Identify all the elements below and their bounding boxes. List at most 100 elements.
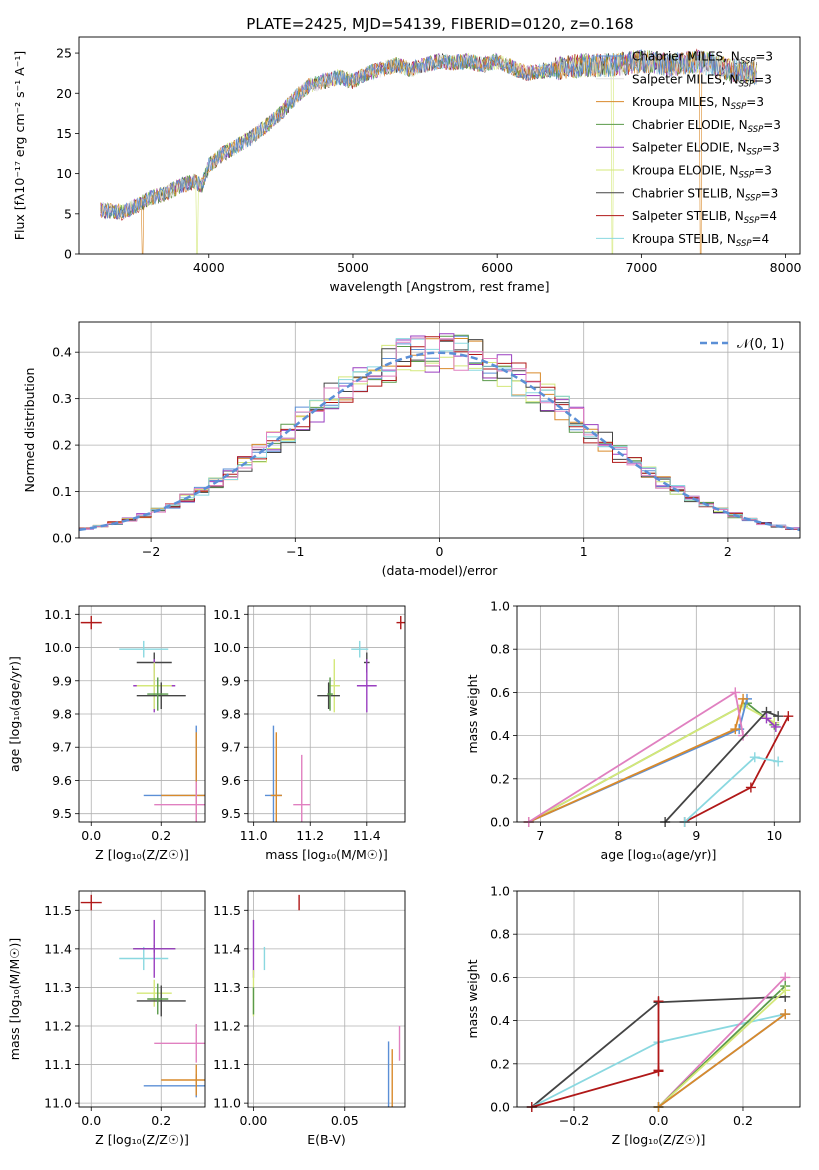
legend-entry: Salpeter STELIB, NSSP=4 [632, 209, 777, 226]
x-tick-label: 11.0 [240, 828, 268, 843]
spectrum-line [100, 51, 757, 221]
legend-subscript: SSP [739, 171, 755, 181]
legend-suffix: =3 [755, 50, 773, 64]
y-tick-label: 11.2 [213, 1019, 241, 1034]
y-tick-label: 9.9 [52, 673, 72, 688]
y-tick-label: 10 [56, 166, 72, 181]
legend-subscript: SSP [736, 239, 752, 249]
x-tick-label: 5000 [337, 260, 369, 275]
x-tick-label: 0.0 [81, 828, 101, 843]
y-tick-label: 0.1 [52, 484, 72, 499]
legend-suffix: =3 [762, 141, 780, 155]
y-axis-label: mass weight [465, 959, 480, 1038]
y-axis-label: Normed distribution [22, 368, 37, 493]
y-tick-label: 11.3 [213, 980, 241, 995]
legend-entry: Chabrier MILES, NSSP=3 [632, 50, 773, 67]
y-tick-label: 0.2 [52, 438, 72, 453]
axes-frame [78, 36, 801, 255]
x-tick-label: 11.2 [296, 828, 324, 843]
point-marker [783, 711, 794, 722]
x-tick-label: 0.2 [151, 828, 171, 843]
axes-frame [247, 605, 406, 823]
legend-text: Salpeter ELODIE, N [632, 141, 746, 155]
y-axis-label: mass [log₁₀(M/M☉)] [7, 938, 22, 1060]
y-axis-label: mass weight [465, 674, 480, 753]
y-tick-label: 0.0 [490, 1100, 510, 1115]
legend-suffix: =4 [759, 209, 777, 223]
x-tick-label: 0.2 [151, 1113, 171, 1128]
y-tick-label: 9.6 [221, 773, 241, 788]
y-tick-label: 0.2 [490, 771, 510, 786]
legend-suffix: =3 [754, 164, 772, 178]
y-tick-label: 11.1 [44, 1057, 72, 1072]
point-marker [773, 711, 784, 722]
y-tick-label: 0 [64, 247, 72, 262]
series-line [765, 717, 777, 728]
axes-frame [516, 605, 801, 823]
legend-subscript: SSP [746, 148, 762, 158]
x-tick-label: 9 [692, 828, 700, 843]
x-tick-label: 1 [580, 544, 588, 559]
legend-subscript: SSP [731, 102, 747, 112]
legend-text: Chabrier ELODIE, N [632, 118, 748, 132]
y-tick-label: 11.0 [213, 1096, 241, 1111]
x-tick-label: 0.0 [81, 1113, 101, 1128]
y-tick-label: 11.1 [213, 1057, 241, 1072]
series-line [531, 1070, 659, 1107]
point-marker [770, 721, 781, 732]
x-tick-label: 0.2 [733, 1113, 753, 1128]
y-tick-label: 5 [64, 206, 72, 221]
x-tick-label: −1 [286, 544, 304, 559]
x-axis-label: Z [log₁₀(Z/Z☉)] [95, 847, 189, 862]
legend-entry: 𝒩(0, 1) [737, 337, 784, 352]
y-tick-label: 9.7 [52, 740, 72, 755]
spectrum-panel: 4000 5000 6000 7000 8000 0 5 10 15 20 25 wavelength… [12, 36, 802, 294]
mass-vs-extinction-panel: 0.00 0.05 11.0 11.1 11.2 11.3 11.4 11.5 E(B-V) [213, 890, 406, 1147]
point-marker [738, 730, 749, 741]
legend-suffix: =3 [746, 95, 764, 109]
point-marker [653, 996, 664, 1007]
point-marker [749, 752, 760, 763]
point-marker [761, 713, 772, 724]
point-marker [773, 756, 784, 767]
y-tick-label: 11.4 [213, 941, 241, 956]
x-tick-label: 0.00 [240, 1113, 268, 1128]
x-tick-label: −2 [142, 544, 160, 559]
legend-suffix: =3 [761, 186, 779, 200]
y-tick-label: 1.0 [490, 599, 510, 614]
legend-entry: Kroupa MILES, NSSP=3 [632, 95, 764, 112]
legend-text: Kroupa MILES, N [632, 95, 731, 109]
y-tick-label: 9.7 [221, 740, 241, 755]
y-tick-label: 9.9 [221, 673, 241, 688]
x-tick-label: 7 [536, 828, 544, 843]
y-tick-label: 20 [56, 86, 72, 101]
age-vs-mass-panel: 11.0 11.2 11.4 9.5 9.6 9.7 9.8 9.9 10.0 10.1 mass … [213, 605, 406, 862]
x-axis-label: Z [log₁₀(Z/Z☉)] [612, 1132, 706, 1147]
series-line [657, 1013, 786, 1107]
y-tick-label: 9.5 [52, 806, 72, 821]
x-tick-label: 4000 [193, 260, 225, 275]
point-marker [730, 724, 741, 735]
legend-entry: Kroupa ELODIE, NSSP=3 [632, 164, 772, 181]
x-tick-label: 8000 [770, 260, 802, 275]
y-tick-label: 25 [56, 46, 72, 61]
y-tick-label: 0.0 [52, 531, 72, 546]
legend-entry: Salpeter ELODIE, NSSP=3 [632, 141, 780, 158]
y-tick-label: 0.6 [490, 685, 510, 700]
x-tick-label: 6000 [481, 260, 513, 275]
y-tick-label: 11.3 [44, 980, 72, 995]
mass-vs-metallicity-panel: 0.0 0.2 11.0 11.1 11.2 11.3 11.4 11.5 Z [log₁₀(Z… [7, 890, 206, 1147]
axes-frame [78, 321, 801, 539]
axes-frame [516, 890, 801, 1108]
x-tick-label: 10 [766, 828, 782, 843]
spectrum-line [100, 49, 757, 220]
legend-text: Chabrier STELIB, N [632, 186, 745, 200]
legend-suffix: =3 [763, 118, 781, 132]
legend-subscript: SSP [744, 216, 760, 226]
series-line [657, 976, 786, 1107]
y-tick-label: 0.8 [490, 927, 510, 942]
x-tick-label: 0 [436, 544, 444, 559]
y-tick-label: 0.6 [490, 970, 510, 985]
legend-entry: Kroupa STELIB, NSSP=4 [632, 232, 769, 249]
